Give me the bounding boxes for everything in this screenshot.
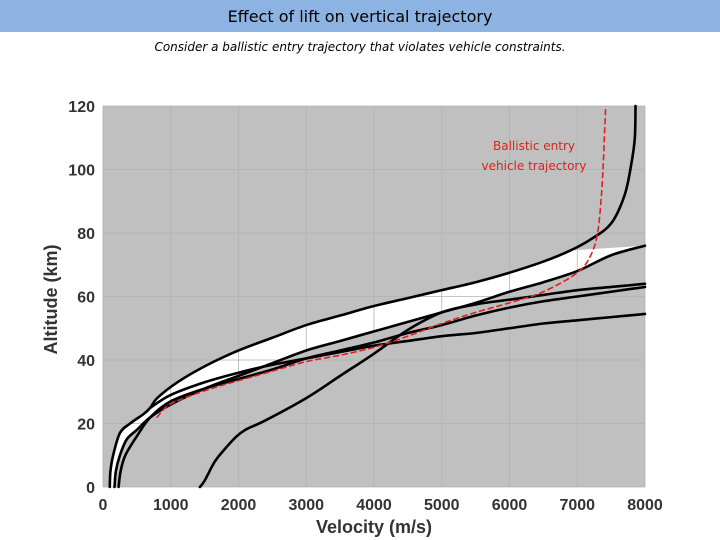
x-tick-label: 2000: [221, 497, 257, 514]
corridor-region: [109, 245, 645, 487]
x-tick-label: 1000: [153, 497, 189, 514]
y-axis-label: Altitude (km): [41, 244, 61, 354]
x-tick-label: 0: [99, 497, 108, 514]
x-tick-label: 6000: [492, 497, 528, 514]
y-tick-label: 100: [68, 163, 95, 180]
y-tick-label: 20: [77, 417, 95, 434]
x-tick-label: 8000: [627, 497, 663, 514]
ballistic-trajectory-line: [156, 105, 607, 418]
y-tick-label: 0: [86, 480, 95, 497]
x-axis-label: Velocity (m/s): [316, 517, 432, 537]
annotation-line-2: vehicle trajectory: [482, 159, 587, 173]
y-tick-label: 80: [77, 226, 95, 243]
grid: [102, 105, 646, 488]
boundary-line-1: [108, 104, 637, 489]
boundary-line-5: [149, 312, 647, 409]
boundary-line-2: [113, 244, 647, 489]
y-tick-label: 40: [77, 353, 95, 370]
slide-subtitle: Consider a ballistic entry trajectory th…: [154, 40, 566, 54]
x-tick-label: 7000: [559, 497, 595, 514]
slide-title-bar: Effect of lift on vertical trajectory: [0, 0, 720, 32]
tick-labels: 0 1000 2000 3000 4000 5000 6000 7000 8000 0 20 40 60…: [68, 99, 663, 514]
x-tick-label: 4000: [356, 497, 392, 514]
slide-title: Effect of lift on vertical trajectory: [227, 6, 493, 26]
annotation-line-1: Ballistic entry: [493, 139, 575, 153]
y-tick-label: 120: [68, 99, 95, 116]
series-group: [108, 104, 647, 489]
y-tick-label: 60: [77, 290, 95, 307]
x-tick-label: 3000: [288, 497, 324, 514]
boundary-line-4: [198, 282, 647, 489]
x-tick-label: 5000: [424, 497, 460, 514]
